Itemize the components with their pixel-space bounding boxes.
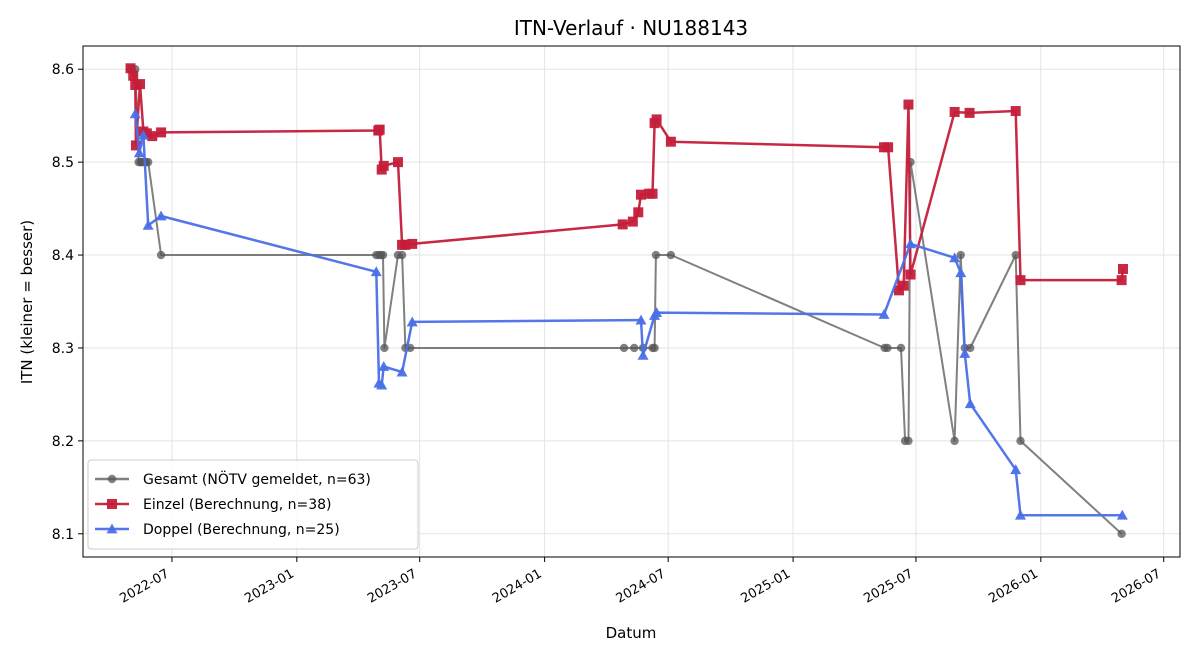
data-point — [155, 210, 167, 221]
data-point — [137, 129, 149, 140]
y-tick-label: 8.5 — [52, 155, 74, 171]
data-point — [1010, 464, 1022, 475]
data-point — [392, 157, 403, 168]
data-point — [630, 343, 639, 353]
data-point — [1010, 106, 1021, 117]
data-point — [378, 250, 388, 260]
data-point — [883, 343, 892, 353]
series-layer — [125, 63, 1128, 538]
data-point — [896, 343, 906, 353]
data-point — [651, 114, 662, 125]
legend-label: Doppel (Berechnung, n=25) — [143, 522, 340, 538]
data-point — [637, 349, 649, 360]
y-axis-label: ITN (kleiner = besser) — [18, 220, 36, 384]
y-axis: 8.1 8.2 8.3 8.4 8.5 8.6 — [52, 62, 83, 543]
y-tick-label: 8.4 — [52, 248, 74, 264]
data-point — [665, 136, 676, 147]
data-point — [636, 189, 647, 200]
data-point — [651, 250, 661, 260]
data-point — [904, 436, 913, 446]
data-point — [956, 250, 965, 260]
data-point — [129, 108, 141, 119]
data-point — [380, 343, 389, 353]
data-point — [374, 124, 385, 135]
chart-title: ITN-Verlauf · NU188143 — [514, 16, 748, 40]
data-point — [1011, 250, 1020, 260]
data-point — [397, 250, 407, 260]
data-point — [949, 106, 960, 117]
data-point — [378, 361, 390, 371]
data-point — [617, 219, 628, 230]
data-point — [1016, 436, 1025, 446]
data-point — [142, 219, 154, 230]
data-point — [878, 309, 890, 319]
data-point — [1014, 509, 1026, 520]
legend-marker — [106, 523, 118, 534]
data-point — [650, 343, 659, 353]
data-point — [651, 307, 663, 318]
data-point — [156, 127, 167, 138]
data-point — [156, 250, 166, 260]
data-point — [627, 216, 638, 227]
series-triangle — [129, 108, 1128, 520]
legend-label: Gesamt (NÖTV gemeldet, n=63) — [143, 470, 371, 488]
data-point — [400, 239, 411, 250]
data-point — [133, 147, 145, 158]
data-point — [964, 398, 976, 409]
data-point — [141, 128, 152, 139]
legend-label: Einzel (Berechnung, n=38) — [143, 497, 332, 513]
plot-frame — [82, 45, 1181, 558]
data-point — [135, 79, 146, 90]
legend-marker — [107, 499, 117, 509]
data-point — [378, 160, 389, 171]
legend-marker — [107, 474, 117, 484]
data-point — [1015, 275, 1026, 286]
data-point — [635, 314, 647, 325]
data-point — [883, 142, 894, 153]
data-point — [647, 188, 658, 199]
y-tick-label: 8.3 — [52, 341, 74, 357]
data-point — [1116, 509, 1128, 520]
data-point — [898, 280, 909, 291]
data-point — [370, 266, 382, 277]
data-point — [1117, 263, 1128, 274]
data-point — [905, 238, 917, 249]
data-point — [130, 140, 141, 151]
y-tick-label: 8.6 — [52, 62, 74, 78]
grid — [83, 46, 1180, 557]
legend: Gesamt (NÖTV gemeldet, n=63) Einzel (Bere… — [87, 459, 419, 550]
data-point — [966, 343, 975, 353]
data-point — [666, 250, 676, 260]
data-point — [396, 366, 408, 377]
data-point — [147, 131, 158, 142]
data-point — [125, 63, 136, 74]
data-point — [949, 252, 961, 263]
data-point — [406, 316, 418, 327]
data-point — [1117, 529, 1126, 538]
data-point — [1116, 275, 1127, 286]
data-point — [128, 70, 139, 81]
data-point — [959, 348, 971, 358]
y-tick-label: 8.1 — [52, 527, 74, 543]
data-point — [633, 207, 644, 218]
legend-box — [87, 459, 419, 550]
data-point — [905, 269, 916, 280]
data-point — [964, 107, 975, 118]
data-point — [950, 436, 959, 446]
data-point — [903, 99, 914, 110]
data-point — [376, 379, 388, 390]
x-axis-label: Datum — [606, 624, 657, 642]
y-tick-label: 8.2 — [52, 434, 74, 450]
data-point — [407, 238, 418, 249]
data-point — [619, 343, 629, 353]
data-point — [955, 267, 967, 278]
